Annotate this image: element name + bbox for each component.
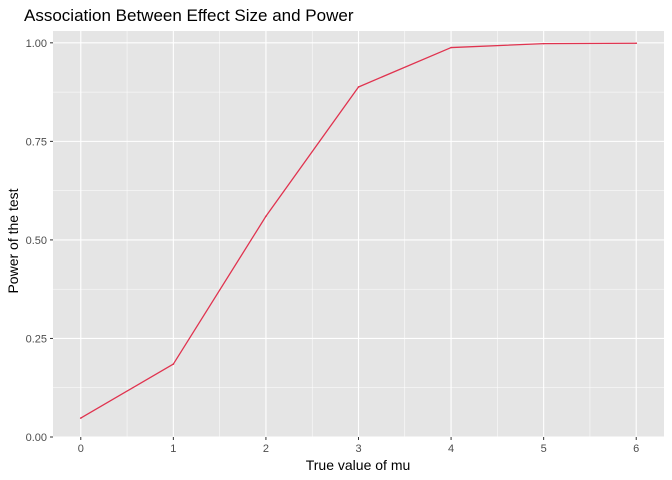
y-axis-title: Power of the test bbox=[5, 188, 21, 293]
data-point-mu-5 bbox=[542, 42, 545, 45]
y-tick-label: 0.25 bbox=[26, 333, 47, 345]
x-tick-label: 4 bbox=[448, 443, 454, 455]
data-point-mu-2 bbox=[265, 215, 267, 218]
x-tick-label: 2 bbox=[263, 443, 269, 455]
data-point-mu-0 bbox=[79, 417, 82, 419]
x-axis-ticks: 0 1 2 3 4 5 6 bbox=[78, 437, 639, 455]
series-layer bbox=[79, 42, 638, 419]
x-tick-label: 6 bbox=[633, 443, 639, 455]
x-axis-title: True value of mu bbox=[306, 457, 411, 473]
x-tick-label: 3 bbox=[355, 443, 361, 455]
y-axis-ticks: 0.00 0.25 0.50 0.75 1.00 bbox=[26, 38, 53, 444]
y-tick-label: 0.00 bbox=[26, 432, 47, 444]
y-tick-label: 0.75 bbox=[26, 136, 47, 148]
data-point-mu-6 bbox=[635, 42, 638, 45]
x-tick-label: 1 bbox=[170, 443, 176, 455]
y-tick-label: 0.50 bbox=[26, 235, 47, 247]
y-tick-label: 1.00 bbox=[26, 38, 47, 50]
x-tick-label: 5 bbox=[541, 443, 547, 455]
major-gridlines bbox=[53, 31, 664, 438]
x-tick-label: 0 bbox=[78, 443, 84, 455]
data-point-mu-1 bbox=[172, 363, 175, 365]
data-point-mu-4 bbox=[450, 46, 452, 49]
data-point-mu-3 bbox=[357, 86, 360, 88]
chart-title: Association Between Effect Size and Powe… bbox=[24, 6, 354, 25]
